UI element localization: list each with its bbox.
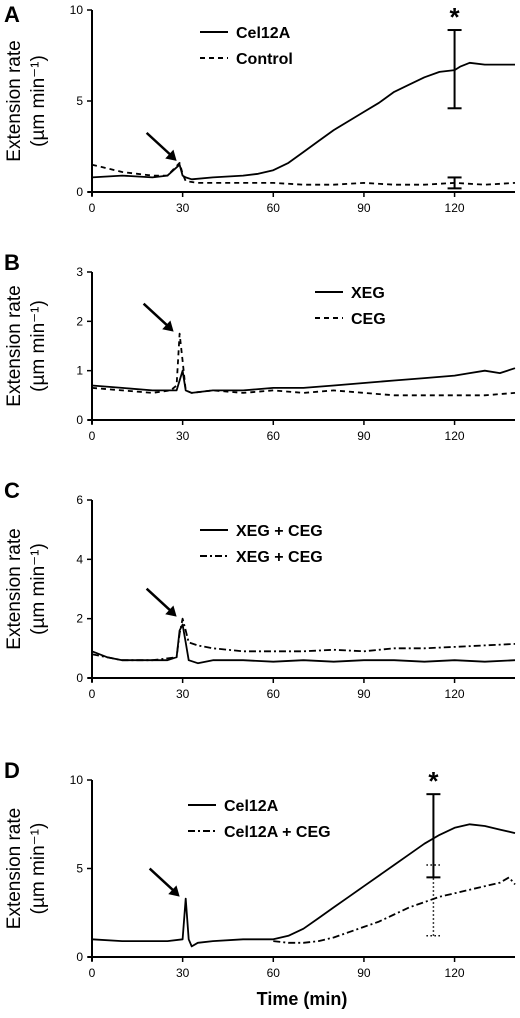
- y-tick-label: 4: [76, 552, 83, 566]
- y-tick-label: 0: [76, 671, 83, 685]
- legend-label: XEG + CEG: [236, 549, 323, 566]
- arrow-head-icon: [165, 605, 177, 617]
- series-line-1: [91, 823, 516, 948]
- legend-label: Cel12A + CEG: [224, 824, 331, 841]
- y-axis-label: Extension rate: [4, 40, 25, 161]
- y-tick-label: 10: [70, 3, 84, 17]
- arrow-icon: [145, 587, 173, 613]
- significance-star: *: [428, 766, 439, 796]
- x-tick-label: 60: [267, 687, 281, 701]
- y-tick-label: 3: [76, 265, 83, 279]
- x-tick-label: 90: [357, 201, 371, 215]
- x-tick-label: 120: [445, 429, 465, 443]
- series-line-1: [91, 367, 516, 394]
- series-line-2: [91, 161, 516, 186]
- arrow-head-icon: [165, 149, 177, 161]
- panel-letter: C: [4, 478, 20, 503]
- panel-letter: D: [4, 758, 20, 783]
- y-tick-label: 0: [76, 185, 83, 199]
- series-line-2: [91, 332, 516, 397]
- significance-star: *: [450, 2, 461, 32]
- arrow-icon: [142, 302, 170, 328]
- x-axis-title: Time (min): [257, 989, 348, 1009]
- legend-label: Control: [236, 51, 293, 68]
- y-tick-label: 1: [76, 364, 83, 378]
- y-axis-unit: (µm min⁻¹): [28, 543, 49, 635]
- series-line-2: [273, 876, 516, 944]
- arrow-icon: [145, 131, 173, 157]
- y-tick-label: 2: [76, 314, 83, 328]
- x-tick-label: 0: [89, 687, 96, 701]
- x-tick-label: 30: [176, 201, 190, 215]
- x-tick-label: 60: [267, 966, 281, 980]
- x-tick-label: 90: [357, 687, 371, 701]
- legend-label: XEG + CEG: [236, 523, 323, 540]
- x-tick-label: 120: [445, 201, 465, 215]
- x-tick-label: 60: [267, 201, 281, 215]
- y-axis-label: Extension rate: [4, 285, 25, 406]
- series-line-1: [91, 623, 516, 665]
- y-tick-label: 10: [70, 773, 84, 787]
- y-tick-label: 2: [76, 612, 83, 626]
- x-tick-label: 90: [357, 966, 371, 980]
- y-tick-label: 0: [76, 413, 83, 427]
- x-tick-label: 60: [267, 429, 281, 443]
- panel-letter: B: [4, 250, 20, 275]
- y-axis-unit: (µm min⁻¹): [28, 823, 49, 915]
- panel-a: A Extension rate (µm min⁻¹) 0 5 10 0 30 60 90 120 C…: [4, 2, 516, 215]
- arrow-head-icon: [162, 320, 174, 332]
- x-tick-label: 0: [89, 429, 96, 443]
- x-tick-label: 0: [89, 201, 96, 215]
- x-tick-label: 120: [445, 687, 465, 701]
- panel-letter: A: [4, 2, 20, 27]
- x-tick-label: 30: [176, 687, 190, 701]
- x-tick-label: 30: [176, 966, 190, 980]
- arrow-icon: [148, 867, 176, 893]
- y-axis-label: Extension rate: [4, 528, 25, 649]
- legend-label: CEG: [351, 311, 386, 328]
- y-tick-label: 6: [76, 493, 83, 507]
- x-tick-label: 0: [89, 966, 96, 980]
- series-line-1: [91, 61, 515, 181]
- panel-d: D Extension rate (µm min⁻¹) 0 5 10 0 30 60 90 120 C…: [4, 758, 516, 980]
- series-line-2: [91, 617, 516, 662]
- legend-label: Cel12A: [236, 25, 291, 42]
- legend-label: Cel12A: [224, 798, 279, 815]
- y-tick-label: 0: [76, 950, 83, 964]
- x-tick-label: 90: [357, 429, 371, 443]
- y-tick-label: 5: [76, 862, 83, 876]
- y-axis-unit: (µm min⁻¹): [28, 55, 49, 147]
- x-tick-label: 120: [445, 966, 465, 980]
- arrow-head-icon: [168, 885, 180, 897]
- y-axis-label: Extension rate: [4, 808, 25, 929]
- y-axis-unit: (µm min⁻¹): [28, 300, 49, 392]
- y-tick-label: 5: [76, 94, 83, 108]
- x-tick-label: 30: [176, 429, 190, 443]
- legend-label: XEG: [351, 285, 385, 302]
